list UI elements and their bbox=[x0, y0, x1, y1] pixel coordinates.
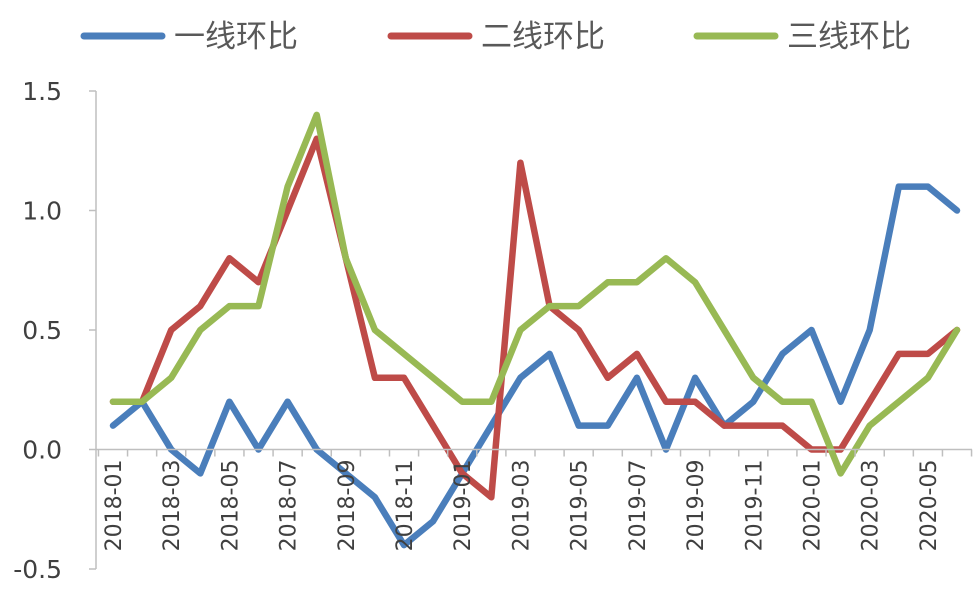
y-tick-label: 0.5 bbox=[22, 316, 62, 345]
x-tick-label: 2018-07 bbox=[277, 460, 302, 552]
y-axis: 1.5 1.0 0.5 0.0 -0.5 bbox=[13, 77, 97, 584]
legend-label: 二线环比 bbox=[481, 19, 605, 55]
legend-label: 三线环比 bbox=[787, 19, 911, 55]
x-tick-label: 2019-05 bbox=[568, 460, 593, 552]
x-tick-label: 2018-11 bbox=[393, 460, 418, 552]
x-tick-label: 2020-01 bbox=[800, 460, 825, 552]
legend: 一线环比 二线环比 三线环比 bbox=[80, 19, 911, 55]
x-tick-label: 2019-01 bbox=[451, 460, 476, 552]
x-tick-label: 2020-05 bbox=[917, 459, 942, 551]
series-line-1 bbox=[109, 183, 961, 549]
x-tick-label: 2020-03 bbox=[859, 460, 884, 552]
x-tick-label: 2019-03 bbox=[509, 460, 534, 552]
legend-item: 一线环比 bbox=[80, 19, 298, 55]
x-tick-label: 2019-11 bbox=[742, 460, 767, 552]
legend-item: 三线环比 bbox=[693, 19, 911, 55]
x-tick-label: 2019-09 bbox=[684, 460, 709, 552]
legend-item: 二线环比 bbox=[387, 19, 605, 55]
x-axis: 2018-01 2018-03 2018-05 2018-07 2018-09 2018-… bbox=[96, 448, 973, 552]
y-tick-label: -0.5 bbox=[13, 555, 62, 584]
x-tick-label: 2018-09 bbox=[335, 460, 360, 552]
y-tick-label: 1.5 bbox=[22, 77, 62, 106]
x-tick-label: 2019-07 bbox=[626, 460, 651, 552]
x-tick-label: 2018-05 bbox=[218, 460, 243, 552]
x-tick-label: 2018-03 bbox=[160, 460, 185, 552]
y-tick-label: 1.0 bbox=[22, 197, 62, 226]
legend-label: 一线环比 bbox=[174, 19, 298, 55]
x-tick-label: 2018-01 bbox=[102, 460, 127, 552]
y-tick-label: 0.0 bbox=[22, 436, 62, 465]
series-line-3 bbox=[109, 111, 961, 477]
